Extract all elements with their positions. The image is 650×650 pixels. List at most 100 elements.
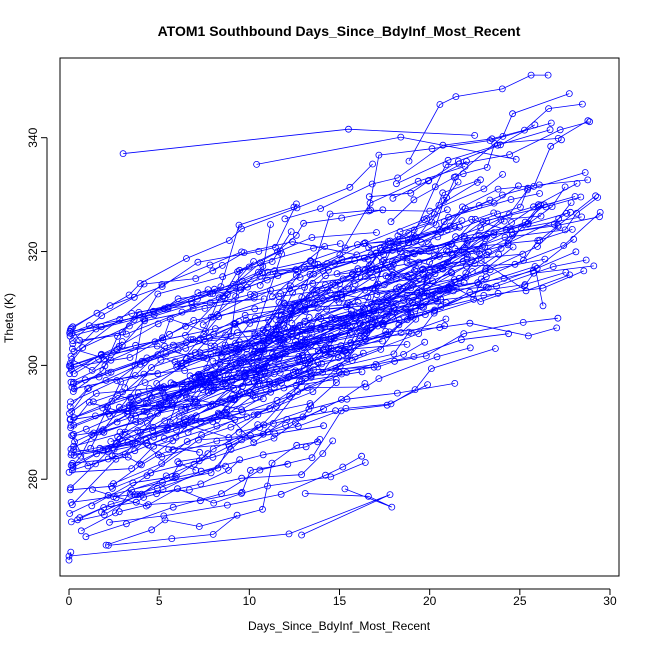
data-point <box>361 305 369 312</box>
data-point <box>192 380 200 388</box>
data-point <box>173 426 180 434</box>
data-point <box>536 190 543 197</box>
data-point <box>554 134 562 142</box>
data-point <box>443 194 451 202</box>
data-point <box>363 324 371 332</box>
data-point <box>67 518 75 526</box>
data-point <box>590 262 598 270</box>
data-point <box>313 286 321 294</box>
data-point <box>540 201 548 209</box>
data-point <box>207 402 215 410</box>
data-point <box>68 501 76 509</box>
data-point <box>480 185 488 193</box>
data-point <box>389 292 397 300</box>
data-point <box>438 265 446 272</box>
data-point <box>293 441 301 449</box>
data-point <box>149 427 157 434</box>
data-point <box>222 381 230 389</box>
data-point <box>243 366 250 374</box>
data-point <box>439 141 447 149</box>
data-point <box>414 297 422 305</box>
data-point <box>166 330 173 338</box>
data-point <box>107 500 115 508</box>
data-point <box>141 315 149 323</box>
data-point <box>468 215 476 223</box>
data-point <box>102 541 110 549</box>
data-point <box>354 298 362 306</box>
data-point <box>517 203 524 211</box>
data-point <box>477 256 485 264</box>
data-point <box>463 255 471 263</box>
data-point <box>451 379 459 387</box>
x-tick-label: 10 <box>243 594 257 608</box>
data-point <box>296 321 304 329</box>
data-point <box>405 239 413 247</box>
data-point <box>256 259 264 267</box>
data-point <box>396 248 404 256</box>
data-point <box>461 162 469 170</box>
data-point <box>65 552 73 560</box>
data-point <box>104 491 112 499</box>
data-point <box>454 157 462 165</box>
data-point <box>238 488 246 496</box>
data-point <box>114 391 121 399</box>
data-point <box>210 499 218 507</box>
data-point <box>550 220 558 228</box>
series-line <box>390 120 589 222</box>
data-point <box>426 258 434 266</box>
data-point <box>159 334 166 342</box>
data-point <box>249 392 257 400</box>
data-point <box>178 308 186 316</box>
data-point <box>384 273 392 281</box>
data-point <box>468 268 476 275</box>
data-point <box>169 503 177 511</box>
data-point <box>82 533 90 541</box>
data-point <box>67 424 74 432</box>
data-point <box>544 71 552 79</box>
data-point <box>195 523 203 530</box>
data-point <box>276 316 284 324</box>
data-point <box>437 303 445 311</box>
data-point <box>345 125 352 133</box>
data-point <box>213 416 221 424</box>
data-point <box>277 290 285 297</box>
data-point <box>466 319 474 327</box>
data-point <box>104 448 112 456</box>
data-point <box>158 283 166 290</box>
data-point <box>160 434 168 442</box>
data-point <box>351 257 359 265</box>
data-point <box>154 370 162 378</box>
data-point <box>403 254 411 262</box>
data-point <box>364 314 372 322</box>
data-point <box>211 325 219 333</box>
data-point <box>192 466 200 474</box>
series-line <box>73 425 324 458</box>
data-point <box>463 251 471 259</box>
data-point <box>294 300 302 308</box>
data-point <box>68 355 76 363</box>
data-point <box>67 352 75 360</box>
series-line <box>259 317 558 385</box>
data-point <box>105 542 112 549</box>
data-point <box>232 339 240 347</box>
data-point <box>319 450 327 458</box>
data-point <box>132 418 140 425</box>
data-point <box>431 183 439 191</box>
data-point <box>136 460 144 468</box>
data-point <box>196 349 204 357</box>
data-point <box>136 417 144 425</box>
data-point <box>371 316 379 324</box>
data-point <box>172 472 180 480</box>
series-line <box>245 229 573 377</box>
data-point <box>182 344 190 352</box>
data-point <box>129 479 137 487</box>
data-point <box>498 85 506 93</box>
data-point <box>310 366 317 374</box>
data-point <box>209 445 217 453</box>
data-point <box>100 511 108 519</box>
data-point <box>399 285 407 292</box>
data-point <box>539 284 547 292</box>
series-line <box>305 488 392 508</box>
data-point <box>262 385 270 393</box>
series-line <box>71 409 182 454</box>
